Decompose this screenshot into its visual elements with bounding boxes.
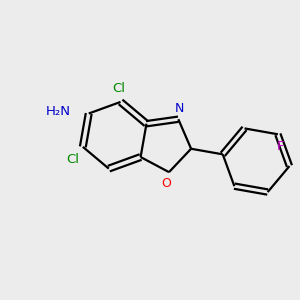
Text: O: O — [161, 177, 171, 190]
Text: H₂N: H₂N — [46, 105, 70, 118]
Text: Cl: Cl — [112, 82, 126, 95]
Text: F: F — [277, 140, 285, 153]
Text: Cl: Cl — [66, 153, 79, 166]
Text: N: N — [175, 102, 184, 116]
